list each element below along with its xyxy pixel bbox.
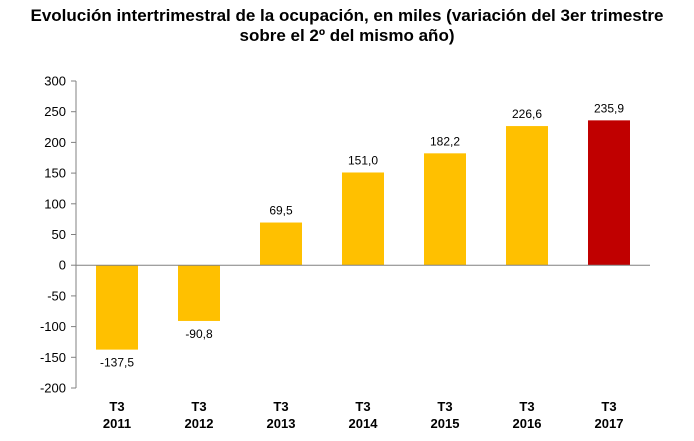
y-tick-label: 250 bbox=[44, 104, 66, 119]
y-tick-label: -50 bbox=[47, 288, 66, 303]
bar-t3-2013 bbox=[260, 222, 302, 266]
y-tick-label: 100 bbox=[44, 196, 66, 211]
data-label: 69,5 bbox=[269, 204, 293, 218]
y-axis-ticks: 300 250 200 150 100 50 0 -50 -100 -150 -200 bbox=[40, 74, 76, 396]
x-tick-label-year: 2016 bbox=[513, 416, 542, 431]
bar-t3-2016 bbox=[506, 126, 548, 266]
y-tick-label: 150 bbox=[44, 166, 66, 181]
y-tick-label: 200 bbox=[44, 135, 66, 150]
y-tick-label: 0 bbox=[59, 258, 66, 273]
x-tick-label-year: 2011 bbox=[103, 416, 131, 431]
bar-t3-2011 bbox=[96, 265, 138, 350]
bar-t3-2015 bbox=[424, 153, 466, 266]
chart-title: Evolución intertrimestral de la ocupació… bbox=[0, 6, 694, 46]
x-axis-labels: T3 2011 T3 2012 T3 2013 T3 2014 T3 2015 T3 2016 T3 20… bbox=[103, 399, 624, 431]
y-tick-label: -150 bbox=[40, 350, 66, 365]
data-label: -90,8 bbox=[185, 327, 213, 341]
x-tick-label-quarter: T3 bbox=[273, 399, 288, 414]
x-tick-label-quarter: T3 bbox=[109, 399, 124, 414]
data-label: 235,9 bbox=[594, 101, 624, 115]
x-tick-label-quarter: T3 bbox=[191, 399, 206, 414]
x-tick-label-year: 2013 bbox=[267, 416, 296, 431]
x-tick-label-year: 2017 bbox=[595, 416, 624, 431]
bars bbox=[96, 120, 630, 350]
x-tick-label-quarter: T3 bbox=[601, 399, 616, 414]
y-tick-label: 300 bbox=[44, 74, 66, 89]
y-tick-label: -100 bbox=[40, 319, 66, 334]
bar-t3-2012 bbox=[178, 265, 220, 321]
bar-t3-2017 bbox=[588, 120, 630, 266]
x-tick-label-quarter: T3 bbox=[437, 399, 452, 414]
bar-t3-2014 bbox=[342, 172, 384, 266]
chart-title-line-2: sobre el 2º del mismo año) bbox=[239, 26, 455, 45]
x-tick-label-year: 2014 bbox=[349, 416, 379, 431]
data-label: 182,2 bbox=[430, 134, 460, 148]
data-label: 226,6 bbox=[512, 107, 542, 121]
data-label: -137,5 bbox=[100, 356, 134, 370]
data-label: 151,0 bbox=[348, 153, 378, 167]
y-tick-label: 50 bbox=[52, 227, 66, 242]
x-tick-label-year: 2015 bbox=[431, 416, 460, 431]
x-tick-label-year: 2012 bbox=[185, 416, 214, 431]
x-tick-label-quarter: T3 bbox=[519, 399, 534, 414]
chart-title-line-1: Evolución intertrimestral de la ocupació… bbox=[30, 6, 664, 25]
y-tick-label: -200 bbox=[40, 381, 66, 396]
x-tick-label-quarter: T3 bbox=[355, 399, 370, 414]
data-labels: -137,5 -90,8 69,5 151,0 182,2 226,6 235,9 bbox=[100, 101, 624, 369]
